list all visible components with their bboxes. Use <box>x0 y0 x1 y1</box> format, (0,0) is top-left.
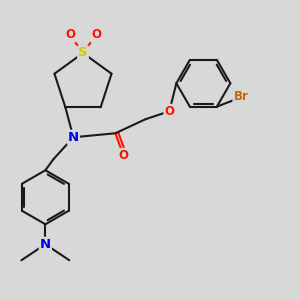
Text: S: S <box>78 46 88 59</box>
Text: Br: Br <box>233 90 248 103</box>
Text: N: N <box>40 238 51 251</box>
Text: O: O <box>65 28 75 41</box>
Text: O: O <box>164 105 174 118</box>
Text: O: O <box>118 149 128 162</box>
Text: O: O <box>91 28 101 41</box>
Text: N: N <box>68 131 79 144</box>
